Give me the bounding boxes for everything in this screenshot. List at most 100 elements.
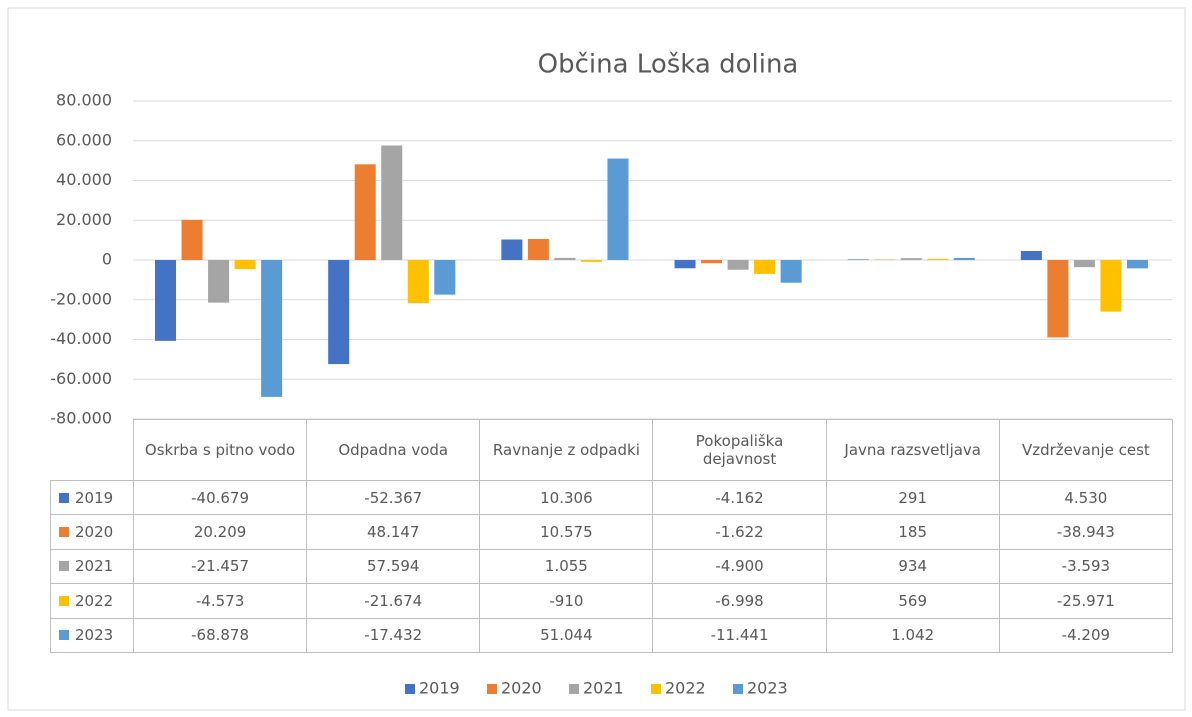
table-row: 2020 20.209 48.147 10.575 -1.622 185 -38.943 [50, 514, 1173, 550]
bar [1126, 260, 1148, 269]
series-name: 2020 [75, 523, 114, 542]
bar [953, 257, 975, 260]
y-tick-label: 80.000 [56, 91, 112, 110]
table-row: 2021 -21.457 57.594 1.055 -4.900 934 -3.593 [50, 548, 1173, 585]
value-cell: -21.674 [306, 583, 481, 619]
chart-title: Občina Loška dolina [538, 50, 799, 80]
bar [208, 260, 230, 303]
legend-label: 2021 [583, 679, 624, 698]
value-cell: -11.441 [652, 617, 827, 653]
value-cell: -4.162 [652, 479, 827, 516]
legend-swatch [59, 561, 69, 572]
row-header: 2023 [50, 617, 134, 653]
value-cell: -25.971 [998, 583, 1173, 619]
bar [1020, 250, 1042, 260]
legend-swatch [59, 527, 69, 538]
y-tick-label: 0 [102, 250, 112, 269]
bar [674, 260, 696, 269]
legend-label: 2023 [747, 679, 788, 698]
value-cell: 185 [825, 514, 1000, 550]
bar [927, 258, 949, 260]
value-cell: 291 [825, 479, 1000, 516]
bar [1100, 260, 1122, 312]
value-cell: -21.457 [132, 548, 308, 585]
value-cell: 934 [825, 548, 1000, 585]
value-cell: -1.622 [652, 514, 827, 550]
bar [407, 260, 429, 304]
value-cell: 4.530 [998, 479, 1173, 516]
value-cell: 20.209 [132, 514, 308, 550]
bar [607, 158, 629, 260]
bar [754, 260, 776, 274]
table-row: 2019 -40.679 -52.367 10.306 -4.162 291 4.530 [50, 479, 1173, 516]
bar [727, 260, 749, 270]
bar [580, 260, 602, 262]
value-cell: 1.055 [479, 548, 654, 585]
legend-label: 2022 [665, 679, 706, 698]
legend-swatch [59, 595, 69, 606]
series-name: 2019 [75, 488, 114, 507]
y-tick-label: 60.000 [56, 130, 112, 149]
data-table: Oskrba s pitno vodo Odpadna voda Ravnanje … [50, 419, 1173, 653]
y-tick-label: -60.000 [50, 369, 112, 388]
bar [780, 260, 802, 283]
value-cell: 57.594 [306, 548, 481, 585]
bar [328, 260, 350, 365]
category-label: Vzdrževanje cest [998, 419, 1173, 481]
value-cell: -4.209 [998, 617, 1173, 653]
bar [527, 238, 549, 260]
legend-swatch [733, 684, 743, 694]
y-tick-label: 40.000 [56, 170, 112, 189]
legend-swatch [405, 684, 415, 694]
row-header: 2020 [50, 514, 134, 550]
table-row: 2023 -68.878 -17.432 51.044 -11.441 1.042 -4.2… [50, 617, 1173, 653]
bar [1047, 260, 1069, 338]
value-cell: -910 [479, 583, 654, 619]
table-row: 2022 -4.573 -21.674 -910 -6.998 569 -25.971 [50, 583, 1173, 619]
category-label: Javna razsvetljava [825, 419, 1000, 481]
value-cell: -17.432 [306, 617, 481, 653]
series-name: 2023 [75, 626, 114, 645]
value-cell: 10.306 [479, 479, 654, 516]
category-label: Pokopališka dejavnost [652, 419, 827, 481]
bar [434, 260, 456, 295]
legend-swatch [569, 684, 579, 694]
value-cell: -38.943 [998, 514, 1173, 550]
y-tick-label: -40.000 [50, 329, 112, 348]
value-cell: -52.367 [306, 479, 481, 516]
value-cell: 51.044 [479, 617, 654, 653]
value-cell: -4.900 [652, 548, 827, 585]
series-name: 2021 [75, 557, 114, 576]
y-tick-label: 20.000 [56, 210, 112, 229]
value-cell: 48.147 [306, 514, 481, 550]
bar [155, 260, 177, 341]
value-cell: 569 [825, 583, 1000, 619]
value-cell: -4.573 [132, 583, 308, 619]
legend-label: 2020 [501, 679, 542, 698]
bar [261, 260, 283, 397]
legend-swatch [651, 684, 661, 694]
bar [554, 257, 576, 260]
row-header: 2022 [50, 583, 134, 619]
value-cell: -3.593 [998, 548, 1173, 585]
table-corner [50, 419, 134, 481]
bar [354, 164, 376, 260]
bar [1073, 260, 1095, 268]
legend-swatch [59, 492, 69, 503]
table-header-row: Oskrba s pitno vodo Odpadna voda Ravnanje … [50, 419, 1173, 481]
value-cell: -40.679 [132, 479, 308, 516]
value-cell: 1.042 [825, 617, 1000, 653]
bar [381, 145, 403, 260]
category-label: Ravnanje z odpadki [479, 419, 654, 481]
value-cell: -6.998 [652, 583, 827, 619]
legend-swatch [59, 630, 69, 641]
bar [501, 239, 523, 260]
bar [181, 219, 203, 260]
value-cell: -68.878 [132, 617, 308, 653]
y-tick-label: -20.000 [50, 289, 112, 308]
row-header: 2021 [50, 548, 134, 585]
series-name: 2022 [75, 591, 114, 610]
bar [701, 260, 723, 264]
bar [847, 259, 869, 260]
